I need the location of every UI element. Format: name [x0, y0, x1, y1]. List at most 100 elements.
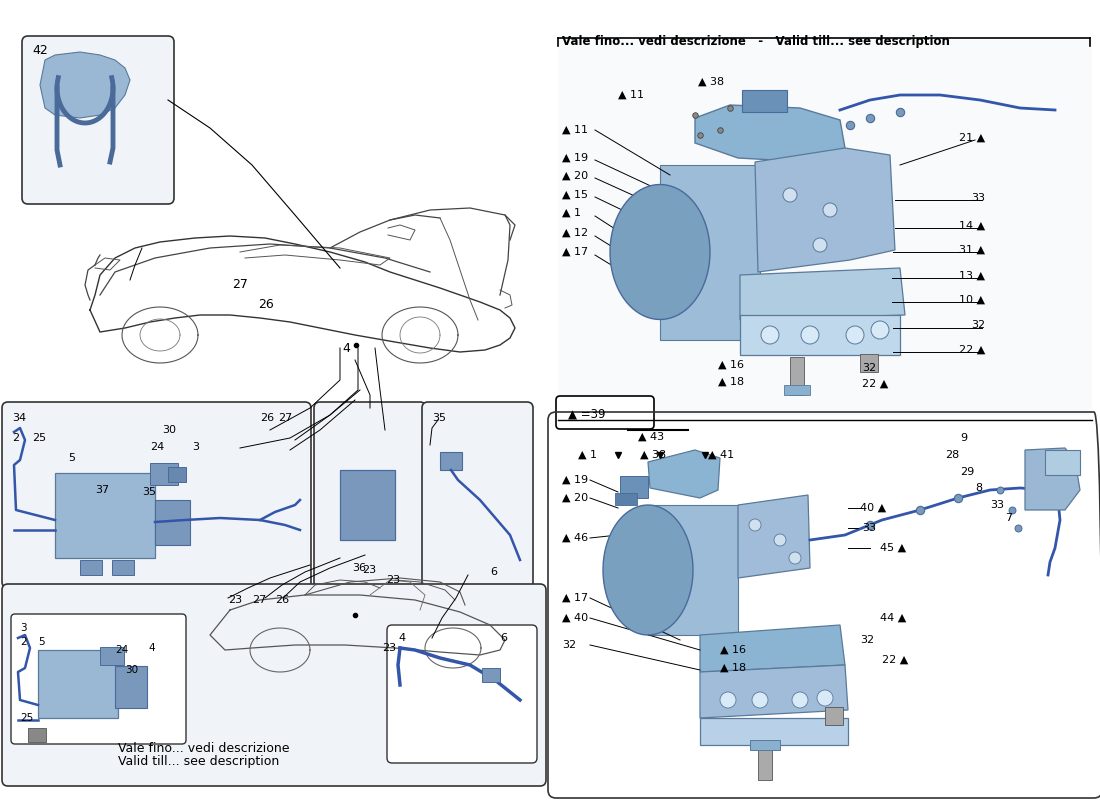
Text: 30: 30 [162, 425, 176, 435]
FancyBboxPatch shape [2, 402, 311, 588]
Text: 32: 32 [562, 640, 576, 650]
Text: Vale fino... vedi descrizione   -   Valid till... see description: Vale fino... vedi descrizione - Valid ti… [562, 35, 950, 49]
Text: 5: 5 [68, 453, 75, 463]
Circle shape [792, 692, 808, 708]
Text: ▲ 20: ▲ 20 [562, 171, 588, 181]
Text: 44 ▲: 44 ▲ [880, 613, 906, 623]
Text: 23: 23 [228, 595, 242, 605]
Text: ▲ 17: ▲ 17 [562, 247, 588, 257]
Bar [615, 493, 637, 505]
Text: 22 ▲: 22 ▲ [959, 345, 985, 355]
Text: 4: 4 [342, 342, 350, 354]
Text: 26: 26 [260, 413, 274, 423]
Text: ▲ 20: ▲ 20 [562, 493, 588, 503]
Text: ▲ 38: ▲ 38 [640, 450, 667, 460]
FancyBboxPatch shape [314, 402, 426, 588]
Bar [860, 354, 878, 372]
Text: 32: 32 [862, 363, 876, 373]
Bar [155, 500, 190, 545]
Text: 35: 35 [142, 487, 156, 497]
Text: 2: 2 [20, 637, 26, 647]
Bar [100, 647, 124, 665]
Text: ▲ 18: ▲ 18 [720, 663, 746, 673]
Text: 35: 35 [432, 413, 446, 423]
Text: 4: 4 [398, 633, 405, 643]
Text: 24: 24 [150, 442, 164, 452]
Text: ▲ 19: ▲ 19 [562, 153, 588, 163]
Text: ▲ 46: ▲ 46 [562, 533, 588, 543]
Text: ▲ 11: ▲ 11 [562, 125, 588, 135]
Circle shape [774, 534, 786, 546]
FancyBboxPatch shape [556, 396, 654, 429]
Text: 28: 28 [945, 450, 959, 460]
Text: 25: 25 [32, 433, 46, 443]
Polygon shape [695, 105, 845, 162]
Text: 23: 23 [382, 643, 396, 653]
Text: 23: 23 [386, 575, 400, 585]
Bar [55, 473, 155, 558]
FancyBboxPatch shape [387, 625, 537, 763]
Circle shape [813, 238, 827, 252]
Text: 33: 33 [862, 523, 876, 533]
Text: 13 ▲: 13 ▲ [959, 271, 985, 281]
Polygon shape [40, 52, 130, 118]
Polygon shape [1025, 448, 1080, 510]
Text: 7: 7 [1005, 513, 1012, 523]
Polygon shape [648, 450, 720, 498]
Text: ▲ 1: ▲ 1 [562, 208, 581, 218]
Text: ▲ 12: ▲ 12 [562, 228, 588, 238]
Polygon shape [700, 718, 848, 745]
FancyBboxPatch shape [422, 402, 534, 588]
Bar [620, 476, 648, 498]
Text: ▲ 18: ▲ 18 [718, 377, 744, 387]
Polygon shape [755, 148, 895, 272]
Text: 21 ▲: 21 ▲ [959, 133, 985, 143]
Circle shape [846, 326, 864, 344]
Bar [482, 668, 500, 682]
Text: ▲ =39: ▲ =39 [568, 407, 605, 421]
Text: 3: 3 [192, 442, 199, 452]
Circle shape [823, 203, 837, 217]
Text: 23: 23 [362, 565, 376, 575]
Text: ▲ 43: ▲ 43 [638, 432, 664, 442]
Text: 27: 27 [252, 595, 266, 605]
Text: ▲ 40: ▲ 40 [562, 613, 588, 623]
Polygon shape [610, 185, 710, 319]
Text: 32: 32 [860, 635, 875, 645]
Text: 26: 26 [275, 595, 289, 605]
Text: 30: 30 [125, 665, 139, 675]
Text: 14 ▲: 14 ▲ [959, 221, 985, 231]
Bar [116, 666, 147, 708]
Text: 27: 27 [278, 413, 293, 423]
Text: 10 ▲: 10 ▲ [959, 295, 985, 305]
Circle shape [752, 692, 768, 708]
Bar [39, 650, 118, 718]
Text: 24: 24 [116, 645, 129, 655]
Text: 31 ▲: 31 ▲ [959, 245, 985, 255]
Text: 9: 9 [960, 433, 967, 443]
FancyBboxPatch shape [2, 584, 546, 786]
Circle shape [749, 519, 761, 531]
Circle shape [801, 326, 820, 344]
Text: 22 ▲: 22 ▲ [882, 655, 909, 665]
FancyBboxPatch shape [22, 36, 174, 204]
Bar [112, 560, 134, 575]
Text: 4: 4 [148, 643, 155, 653]
Text: 32: 32 [971, 320, 984, 330]
Text: 37: 37 [95, 485, 109, 495]
Polygon shape [700, 625, 845, 672]
Polygon shape [603, 505, 693, 635]
Text: 27: 27 [232, 278, 248, 291]
Polygon shape [700, 665, 848, 718]
Bar [150, 463, 178, 485]
Text: ▲ 11: ▲ 11 [618, 90, 644, 100]
Text: 22 ▲: 22 ▲ [862, 379, 889, 389]
Text: 5: 5 [39, 637, 45, 647]
Circle shape [783, 188, 798, 202]
Text: ▲ 16: ▲ 16 [718, 360, 744, 370]
Polygon shape [740, 315, 900, 355]
Text: 26: 26 [258, 298, 274, 311]
Text: 40 ▲: 40 ▲ [860, 503, 887, 513]
Circle shape [761, 326, 779, 344]
Circle shape [720, 692, 736, 708]
